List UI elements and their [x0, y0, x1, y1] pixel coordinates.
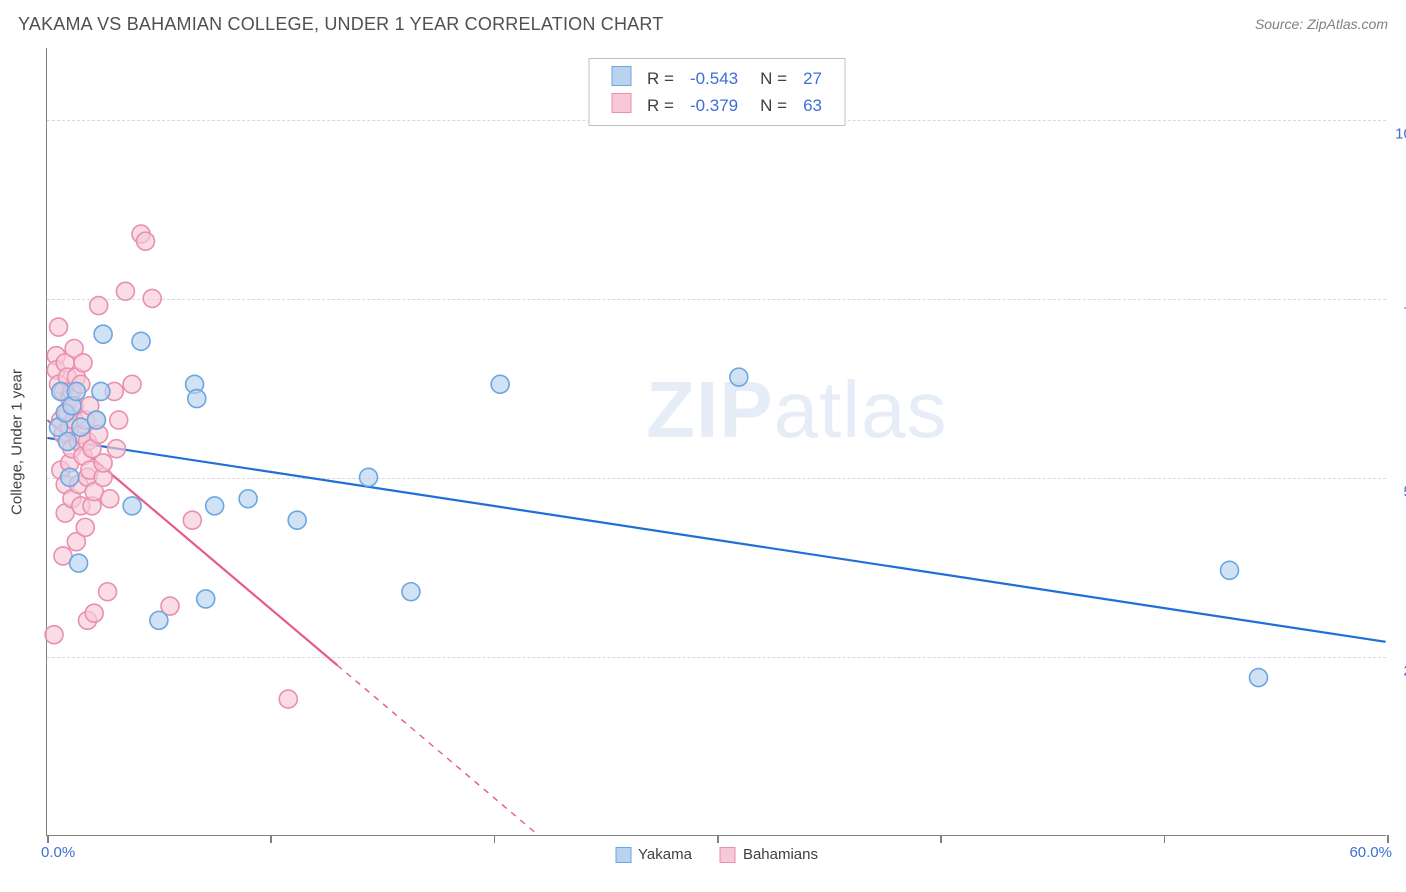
data-point	[123, 375, 141, 393]
data-point	[143, 289, 161, 307]
chart-plot-area: ZIPatlas College, Under 1 year 25.0%50.0…	[46, 48, 1386, 836]
legend-swatch	[611, 66, 631, 86]
data-point	[85, 604, 103, 622]
x-axis-min-label: 0.0%	[41, 844, 75, 861]
x-tick	[1164, 835, 1166, 843]
data-point	[45, 626, 63, 644]
series-legend-item: Yakama	[615, 846, 692, 863]
data-point	[67, 382, 85, 400]
data-point	[110, 411, 128, 429]
legend-swatch	[615, 847, 631, 863]
data-point	[491, 375, 509, 393]
legend-row: R =-0.379N =63	[603, 92, 830, 119]
data-point	[197, 590, 215, 608]
data-point	[92, 382, 110, 400]
data-point	[183, 511, 201, 529]
data-point	[101, 490, 119, 508]
regression-line-extrapolated	[337, 665, 538, 835]
y-tick-label: 100.0%	[1391, 125, 1406, 142]
y-tick-label: 75.0%	[1391, 304, 1406, 321]
legend-swatch	[611, 93, 631, 113]
regression-line	[47, 438, 1385, 642]
data-point	[90, 297, 108, 315]
data-point	[108, 440, 126, 458]
series-legend: Yakama Bahamians	[615, 846, 818, 863]
data-point	[150, 611, 168, 629]
data-point	[730, 368, 748, 386]
y-axis-title: College, Under 1 year	[9, 369, 26, 515]
data-point	[137, 232, 155, 250]
x-axis-max-label: 60.0%	[1349, 844, 1392, 861]
data-point	[87, 411, 105, 429]
data-point	[360, 468, 378, 486]
data-point	[132, 332, 150, 350]
data-point	[279, 690, 297, 708]
x-tick	[494, 835, 496, 843]
scatter-plot-svg	[47, 48, 1386, 835]
data-point	[74, 354, 92, 372]
y-tick-label: 50.0%	[1391, 483, 1406, 500]
data-point	[123, 497, 141, 515]
data-point	[239, 490, 257, 508]
data-point	[288, 511, 306, 529]
data-point	[94, 325, 112, 343]
data-point	[1250, 669, 1268, 687]
y-tick-label: 25.0%	[1391, 662, 1406, 679]
data-point	[206, 497, 224, 515]
x-tick	[940, 835, 942, 843]
data-point	[76, 518, 94, 536]
x-tick	[1387, 835, 1389, 843]
data-point	[99, 583, 117, 601]
data-point	[70, 554, 88, 572]
data-point	[1221, 561, 1239, 579]
series-legend-item: Bahamians	[720, 846, 818, 863]
data-point	[188, 390, 206, 408]
data-point	[94, 454, 112, 472]
x-tick	[717, 835, 719, 843]
source-attribution: Source: ZipAtlas.com	[1255, 16, 1388, 32]
chart-title: YAKAMA VS BAHAMIAN COLLEGE, UNDER 1 YEAR…	[18, 14, 663, 35]
x-tick	[47, 835, 49, 843]
x-tick	[270, 835, 272, 843]
correlation-legend: R =-0.543N =27R =-0.379N =63	[588, 58, 845, 126]
data-point	[58, 433, 76, 451]
legend-swatch	[720, 847, 736, 863]
data-point	[116, 282, 134, 300]
data-point	[402, 583, 420, 601]
data-point	[50, 318, 68, 336]
legend-row: R =-0.543N =27	[603, 65, 830, 92]
data-point	[61, 468, 79, 486]
